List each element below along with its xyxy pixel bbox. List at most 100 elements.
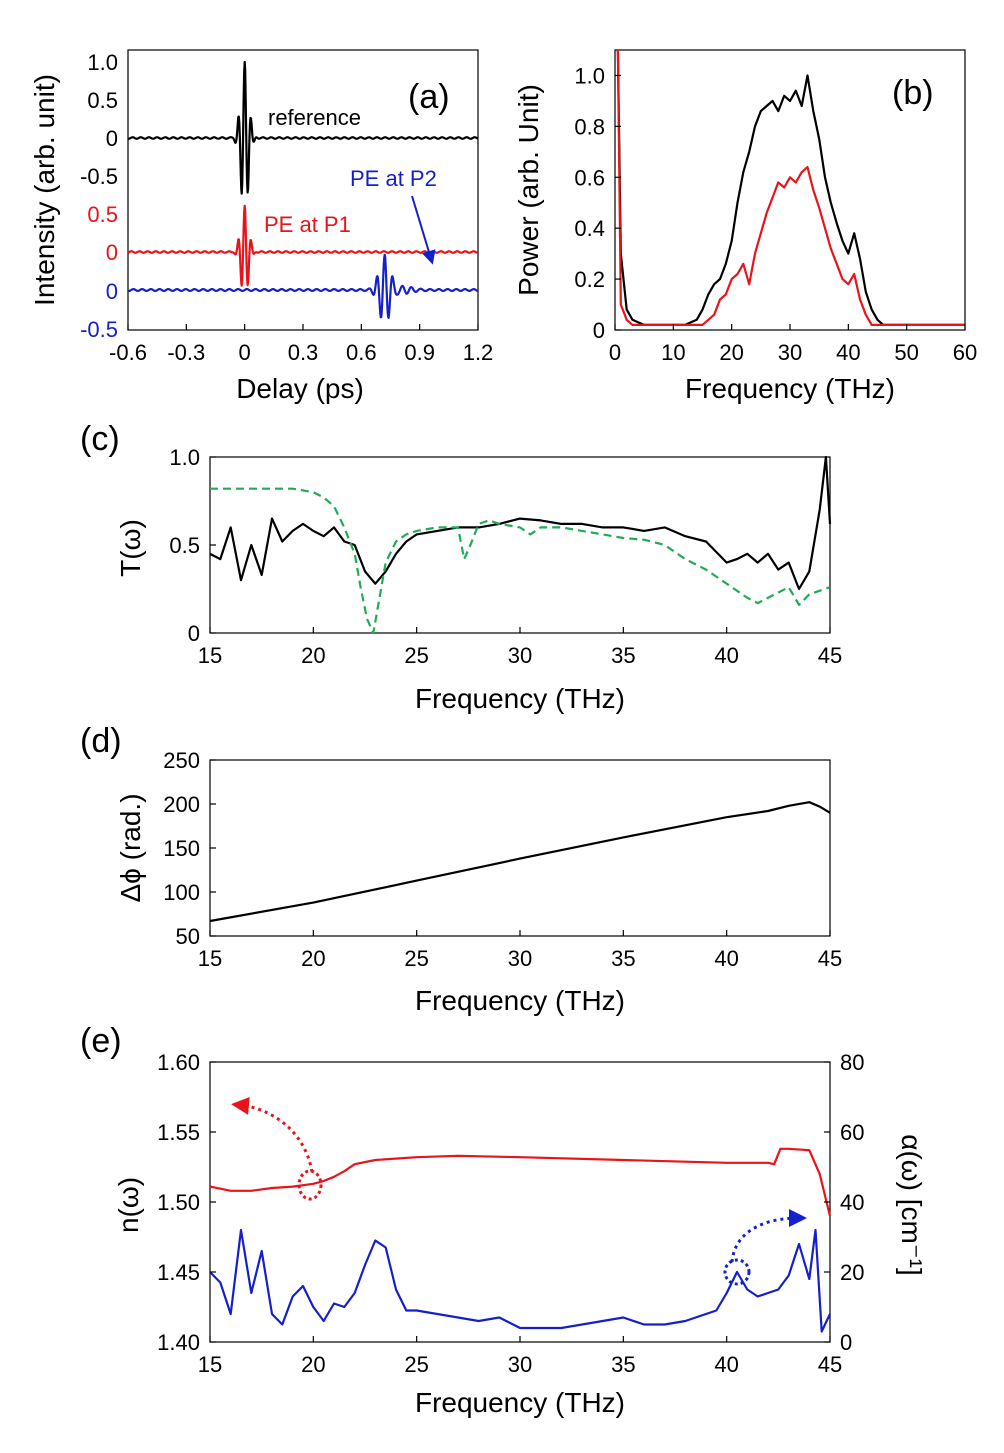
y-tick-label: 1.60 (157, 1050, 200, 1075)
x-tick-label: 60 (953, 340, 977, 365)
x-tick-label: -0.6 (109, 340, 147, 365)
panel-label: (d) (80, 722, 122, 760)
panel-label: (c) (80, 420, 120, 458)
x-tick-label: 0 (609, 340, 621, 365)
x-tick-label: 20 (301, 1352, 325, 1377)
x-tick-label: 30 (778, 340, 802, 365)
series-line-simulated (210, 487, 831, 635)
alpha-axis-arrow (730, 1209, 807, 1263)
n-axis-arrow (231, 1096, 314, 1173)
x-axis-label: Delay (ps) (236, 373, 364, 404)
y-tick-label: 60 (840, 1120, 864, 1145)
x-tick-label: 0 (239, 340, 251, 365)
x-axis-label: Frequency (THz) (415, 683, 625, 714)
panel-c: 15 20 25 30 35 40 45 1.0 0.5 0 (c) Frequency (TH… (80, 420, 842, 714)
series-line-PE at P1 (616, 49, 965, 326)
panel-label: (a) (408, 78, 450, 116)
x-tick-label: 25 (404, 1352, 428, 1377)
panel-e-xticks: 15 20 25 30 35 40 45 (198, 1336, 842, 1377)
x-tick-label: 40 (714, 1352, 738, 1377)
x-tick-label: 0.9 (404, 340, 435, 365)
y-tick-label: 50 (176, 924, 200, 949)
x-axis-label: Frequency (THz) (415, 985, 625, 1016)
panel-d: 15 20 25 30 35 40 45 250 200 150 100 50 (d) Freque… (80, 722, 842, 1016)
x-tick-label: 30 (508, 643, 532, 668)
series-line-phase (209, 801, 831, 923)
x-tick-label: 35 (611, 1352, 635, 1377)
series-label-pe-p1: PE at P1 (264, 212, 351, 237)
x-tick-label: 0.3 (288, 340, 319, 365)
panel-d-frame (209, 759, 831, 937)
panel-e-yticks: 1.60 1.55 1.50 1.45 1.40 (157, 1050, 216, 1355)
tick-label: -0.5 (80, 164, 118, 189)
y-tick-label: 0.4 (574, 216, 605, 241)
x-tick-label: 50 (894, 340, 918, 365)
series-line-n (209, 1147, 832, 1217)
panel-e: 15 20 25 30 35 40 45 1.60 1.55 1.50 1.45 1.40 80 60… (80, 1022, 927, 1418)
x-tick-label: -0.3 (167, 340, 205, 365)
y-tick-label: 100 (163, 880, 200, 905)
y-tick-label: 0 (188, 621, 200, 646)
y-tick-label: 1.40 (157, 1330, 200, 1355)
y-tick-label: 1.0 (574, 63, 605, 88)
y-tick-label: 80 (840, 1050, 864, 1075)
x-tick-label: 45 (818, 643, 842, 668)
panel-b-yticks: 0 0.2 0.4 0.6 0.8 1.0 (574, 63, 621, 343)
tick-label: 0 (106, 279, 118, 304)
y-tick-label: 1.45 (157, 1260, 200, 1285)
series-line-3 (127, 253, 479, 319)
y-tick-label: 200 (163, 792, 200, 817)
panel-c-frame (209, 456, 831, 634)
x-tick-label: 40 (714, 946, 738, 971)
x-tick-label: 0.6 (346, 340, 377, 365)
panel-a-yticks: 1.0 0.5 0 -0.5 0.5 0 0 -0.5 (80, 50, 118, 342)
panel-e-yticks-right: 80 60 40 20 0 (824, 1050, 864, 1355)
x-tick-label: 20 (301, 946, 325, 971)
y-tick-label: 1.50 (157, 1190, 200, 1215)
y-axis-label: n(ω) (113, 1177, 144, 1233)
series-label-pe-p2: PE at P2 (350, 166, 437, 191)
y-tick-label: 0.6 (574, 165, 605, 190)
x-axis-label: Frequency (THz) (685, 373, 895, 404)
series-line-reference (616, 49, 965, 326)
alpha-marker-circle (723, 1258, 751, 1286)
y-tick-label: 0 (593, 318, 605, 343)
x-tick-label: 25 (404, 946, 428, 971)
panel-a-xticks: -0.6 -0.3 0 0.3 0.6 0.9 1.2 (109, 324, 493, 365)
x-tick-label: 15 (198, 946, 222, 971)
x-tick-label: 35 (611, 946, 635, 971)
series-line-measured (209, 455, 832, 591)
y-axis-label: Power (arb. Unit) (513, 84, 544, 296)
series-label-reference: reference (268, 105, 361, 130)
x-tick-label: 10 (661, 340, 685, 365)
y-tick-label: 1.55 (157, 1120, 200, 1145)
y-tick-label: 40 (840, 1190, 864, 1215)
y-tick-label: 0.2 (574, 267, 605, 292)
panel-b-series (616, 49, 965, 326)
n-marker-circle (297, 1169, 323, 1201)
y-tick-label: 0 (840, 1330, 852, 1355)
panel-b: 0 10 20 30 40 50 60 0 0.2 0.4 0.6 0.8 1.0 (b) Frequ… (513, 49, 977, 404)
x-tick-label: 35 (611, 643, 635, 668)
x-tick-label: 45 (818, 1352, 842, 1377)
pe-p2-arrow (411, 195, 436, 265)
x-tick-label: 45 (818, 946, 842, 971)
tick-label: 0 (106, 240, 118, 265)
panel-d-xticks: 15 20 25 30 35 40 45 (198, 930, 842, 971)
x-tick-label: 1.2 (463, 340, 494, 365)
tick-label: -0.5 (80, 317, 118, 342)
tick-label: 0.5 (87, 88, 118, 113)
panel-label: (b) (892, 74, 934, 112)
panel-d-yticks: 250 200 150 100 50 (163, 748, 216, 949)
y-tick-label: 0.5 (169, 533, 200, 558)
series-line-1 (127, 60, 479, 195)
series-line-2 (127, 204, 479, 287)
x-tick-label: 40 (714, 643, 738, 668)
series-line-alpha (209, 1228, 831, 1333)
panel-b-xticks: 0 10 20 30 40 50 60 (609, 324, 977, 365)
tick-label: 1.0 (87, 50, 118, 75)
panel-d-series (209, 801, 831, 923)
x-tick-label: 40 (836, 340, 860, 365)
panel-c-yticks: 1.0 0.5 0 (169, 445, 216, 646)
